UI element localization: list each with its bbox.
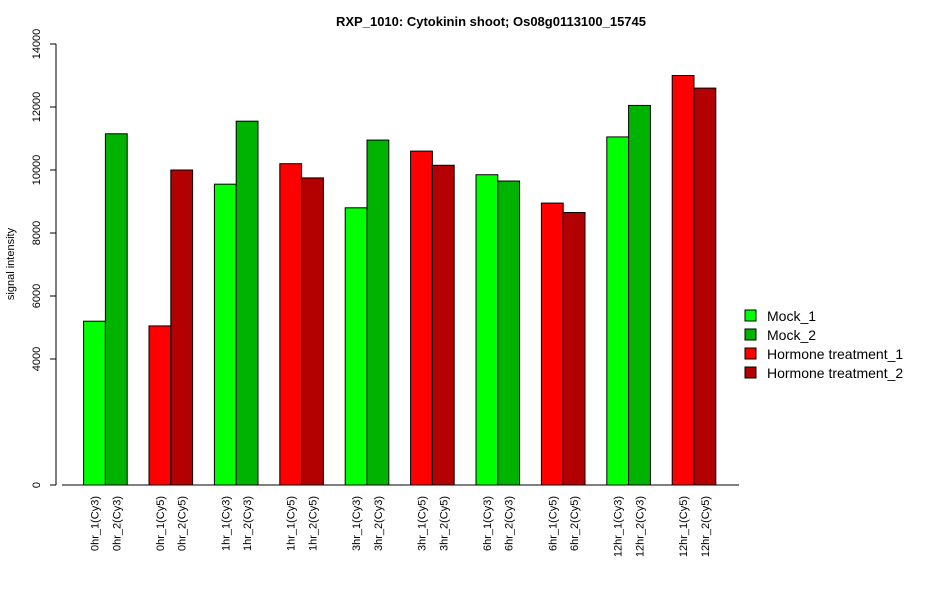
bars-group	[83, 75, 717, 486]
bar	[410, 150, 433, 486]
category-label: 12hr_2(Cy5)	[700, 496, 712, 557]
category-label: 1hr_1(Cy3)	[220, 496, 232, 551]
bar	[279, 163, 303, 486]
y-tick-label: 6000	[31, 284, 43, 308]
category-label: 3hr_1(Cy3)	[351, 496, 363, 551]
legend: Mock_1 Mock_2 Hormone treatment_1 Hormone t…	[744, 308, 903, 381]
bar	[213, 183, 237, 486]
bar	[671, 75, 695, 486]
legend-label: Hormone treatment_2	[767, 365, 903, 381]
bar	[431, 164, 455, 486]
legend-swatch	[744, 328, 757, 341]
category-label: 12hr_2(Cy3)	[635, 496, 647, 557]
category-label: 1hr_2(Cy3)	[242, 496, 254, 551]
y-tick-label: 0	[31, 482, 43, 488]
legend-label: Hormone treatment_1	[767, 346, 903, 362]
category-label: 3hr_2(Cy3)	[373, 496, 385, 551]
bar	[366, 139, 390, 486]
y-tick-label: 10000	[31, 155, 43, 186]
legend-label: Mock_2	[767, 327, 816, 343]
legend-swatch	[744, 347, 757, 360]
bar	[475, 174, 499, 486]
bar	[562, 212, 586, 486]
bar	[344, 207, 368, 486]
category-label: 0hr_2(Cy3)	[111, 496, 123, 551]
bar	[235, 120, 259, 486]
category-label: 12hr_1(Cy3)	[613, 496, 625, 557]
bar	[301, 177, 324, 486]
category-label: 0hr_1(Cy5)	[155, 496, 167, 551]
y-tick-label: 14000	[31, 29, 43, 60]
y-tick-label: 12000	[31, 92, 43, 123]
category-label: 0hr_2(Cy5)	[177, 496, 189, 551]
y-axis-label: signal intensity	[5, 227, 17, 300]
legend-label: Mock_1	[767, 308, 816, 324]
y-axis: 0 4000 6000 8000 10000 12000 14000	[31, 29, 57, 488]
bar	[628, 104, 651, 486]
category-label: 6hr_2(Cy3)	[504, 496, 516, 551]
category-label: 3hr_2(Cy5)	[438, 496, 450, 551]
y-tick-label: 8000	[31, 221, 43, 245]
category-label: 0hr_1(Cy3)	[90, 496, 102, 551]
bar	[170, 169, 194, 486]
bar	[606, 136, 630, 486]
chart-title: RXP_1010: Cytokinin shoot; Os08g0113100_…	[336, 14, 646, 29]
category-label: 1hr_1(Cy5)	[286, 496, 298, 551]
category-labels: 0hr_1(Cy3) 0hr_2(Cy3) 0hr_1(Cy5) 0hr_2(Cy5)…	[90, 496, 712, 557]
bar	[693, 87, 717, 486]
category-label: 6hr_1(Cy5)	[547, 496, 559, 551]
category-label: 3hr_1(Cy5)	[417, 496, 429, 551]
legend-swatch	[744, 366, 757, 379]
bar	[83, 320, 106, 486]
category-label: 1hr_2(Cy5)	[308, 496, 320, 551]
category-label: 6hr_1(Cy3)	[482, 496, 494, 551]
bar	[104, 133, 128, 486]
bar	[148, 325, 172, 486]
legend-swatch	[744, 309, 757, 322]
bar	[497, 180, 521, 486]
category-label: 6hr_2(Cy5)	[569, 496, 581, 551]
category-label: 12hr_1(Cy5)	[678, 496, 690, 557]
bar	[540, 202, 564, 486]
y-tick-label: 4000	[31, 347, 43, 371]
